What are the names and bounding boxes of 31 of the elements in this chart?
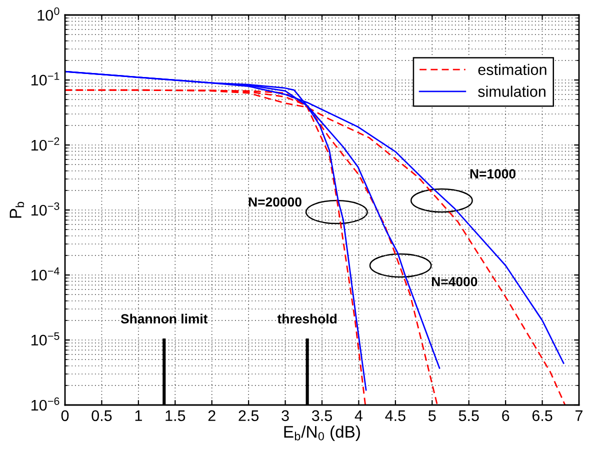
x-tick-label: 6.5 <box>532 410 552 422</box>
legend-label: simulation <box>478 86 546 97</box>
annotation: N=20000 <box>248 197 302 207</box>
x-tick-label: 4 <box>354 410 363 421</box>
y-tick-label: 10$^{−1}$ <box>32 72 60 86</box>
y-tick-label: 10$^{−3}$ <box>32 202 60 216</box>
x-tick-label: 2 <box>208 410 216 421</box>
y-tick-label: 10$^{−4}$ <box>32 267 60 281</box>
annotation: N=1000 <box>470 169 516 178</box>
x-tick-label: 3 <box>282 410 289 422</box>
annotation: Shannon limit <box>120 314 208 324</box>
x-tick-label: 3.5 <box>312 410 332 422</box>
x-tick-label: 2.5 <box>238 410 259 422</box>
annotation: N=4000 <box>432 276 478 286</box>
x-tick-label: 5.5 <box>458 410 479 422</box>
y-axis-title: P$_{b}$ <box>10 202 24 218</box>
x-axis-title: E$_{b}$/N$_{0}$ (dB) <box>284 425 360 442</box>
x-tick-label: 0 <box>61 410 69 422</box>
x-tick-label: 1 <box>135 410 142 421</box>
x-tick-label: 1.5 <box>166 410 186 422</box>
x-tick-label: 4.5 <box>385 410 406 422</box>
legend-label: estimation <box>478 64 546 76</box>
y-tick-label: 10$^{−6}$ <box>32 397 60 411</box>
y-tick-label: 10$^{0}$ <box>38 7 60 21</box>
x-tick-label: 6 <box>502 410 510 422</box>
x-tick-label: 5 <box>428 410 436 422</box>
annotation: threshold <box>277 314 337 324</box>
x-tick-label: 7 <box>576 410 582 421</box>
x-tick-label: 0.5 <box>92 410 112 422</box>
y-tick-label: 10$^{−2}$ <box>32 137 60 151</box>
y-tick-label: 10$^{−5}$ <box>32 332 60 346</box>
